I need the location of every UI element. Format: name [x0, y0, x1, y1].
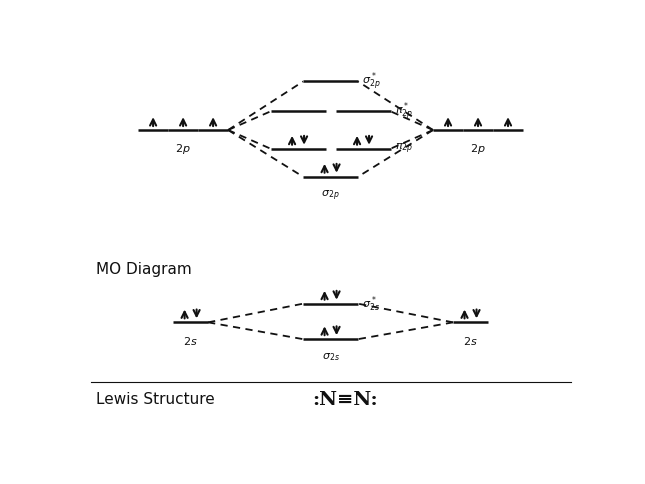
Text: :N≡N:: :N≡N: [313, 390, 379, 408]
Text: $2p$: $2p$ [470, 142, 486, 156]
Text: $2p$: $2p$ [175, 142, 191, 156]
Text: $\sigma^*_{2s}$: $\sigma^*_{2s}$ [362, 293, 380, 313]
Text: $2s$: $2s$ [183, 334, 198, 346]
Text: $\sigma^*_{2p}$: $\sigma^*_{2p}$ [362, 71, 381, 92]
Text: $\pi_{2p}$: $\pi_{2p}$ [395, 141, 413, 156]
Text: MO Diagram: MO Diagram [95, 261, 192, 276]
Text: Lewis Structure: Lewis Structure [95, 392, 214, 407]
Text: $\sigma_{2p}$: $\sigma_{2p}$ [321, 189, 340, 203]
Text: $\pi^*_{2p}$: $\pi^*_{2p}$ [395, 100, 413, 122]
Text: $2s$: $2s$ [463, 334, 478, 346]
Text: $\sigma_{2s}$: $\sigma_{2s}$ [322, 350, 339, 363]
